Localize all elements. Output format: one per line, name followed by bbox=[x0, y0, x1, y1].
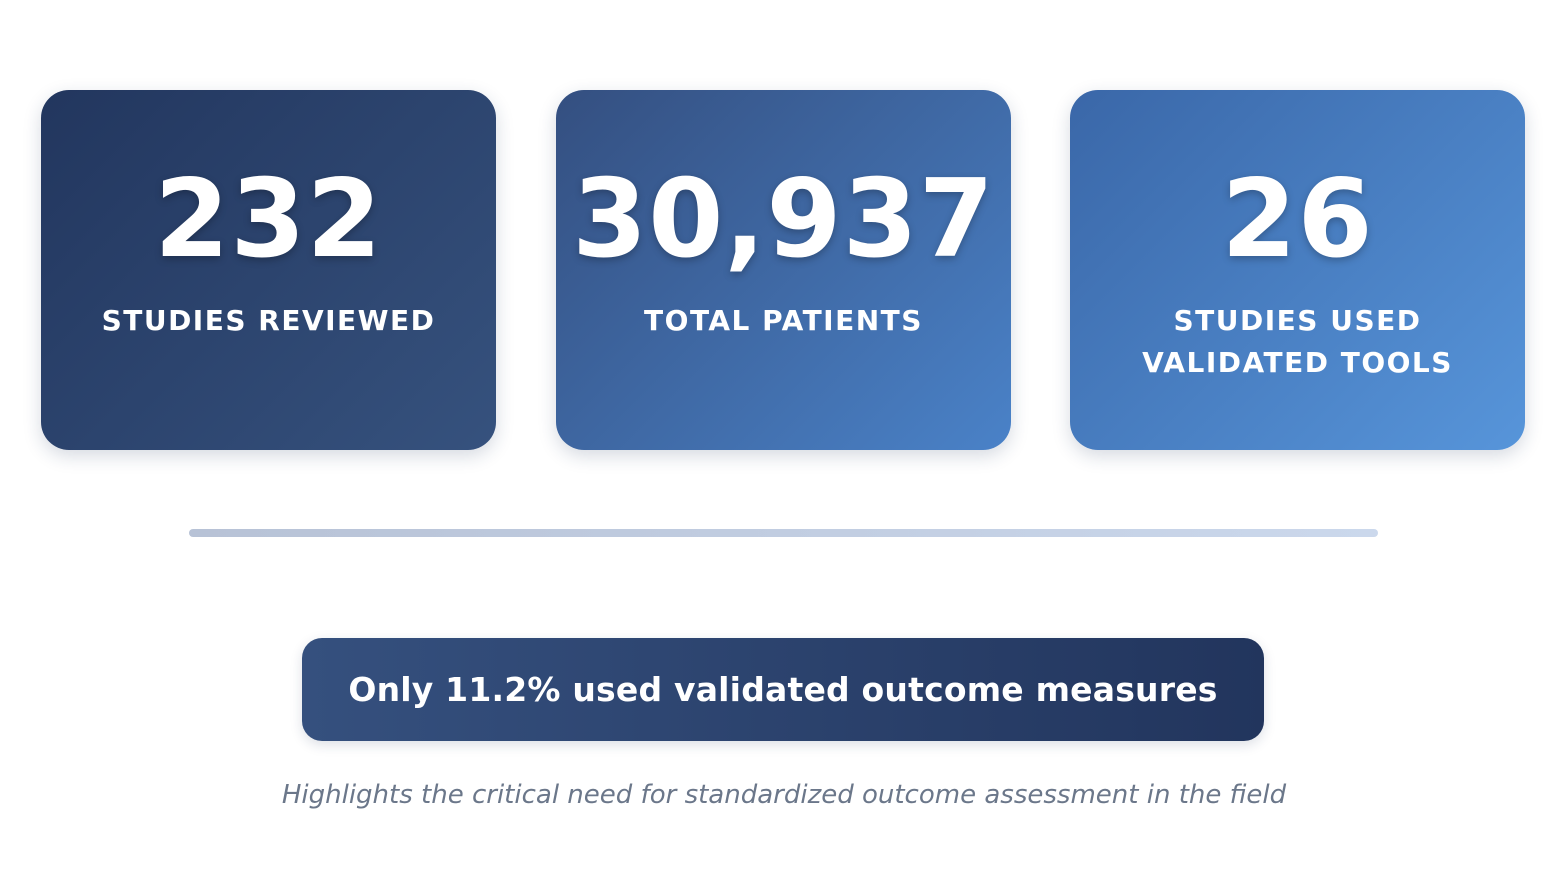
stat-label-line-1: STUDIES USED bbox=[1173, 304, 1422, 337]
stat-card-studies-reviewed: 232 STUDIES REVIEWED bbox=[41, 90, 496, 450]
stat-value: 30,937 bbox=[572, 157, 995, 282]
stat-label: TOTAL PATIENTS bbox=[644, 304, 923, 337]
section-divider bbox=[189, 529, 1378, 537]
stat-card-validated-tools: 26 STUDIES USED VALIDATED TOOLS bbox=[1070, 90, 1525, 450]
stat-label: STUDIES REVIEWED bbox=[101, 304, 436, 337]
stat-label: STUDIES USED VALIDATED TOOLS bbox=[1090, 300, 1505, 384]
key-finding-callout: Only 11.2% used validated outcome measur… bbox=[302, 638, 1264, 741]
stat-value: 232 bbox=[154, 157, 383, 282]
stat-card-total-patients: 30,937 TOTAL PATIENTS bbox=[556, 90, 1011, 450]
stat-value: 26 bbox=[1221, 157, 1374, 282]
stat-label-line-2: VALIDATED TOOLS bbox=[1142, 346, 1453, 379]
footnote-caption: Highlights the critical need for standar… bbox=[281, 780, 1287, 810]
callout-text: Only 11.2% used validated outcome measur… bbox=[348, 670, 1218, 709]
